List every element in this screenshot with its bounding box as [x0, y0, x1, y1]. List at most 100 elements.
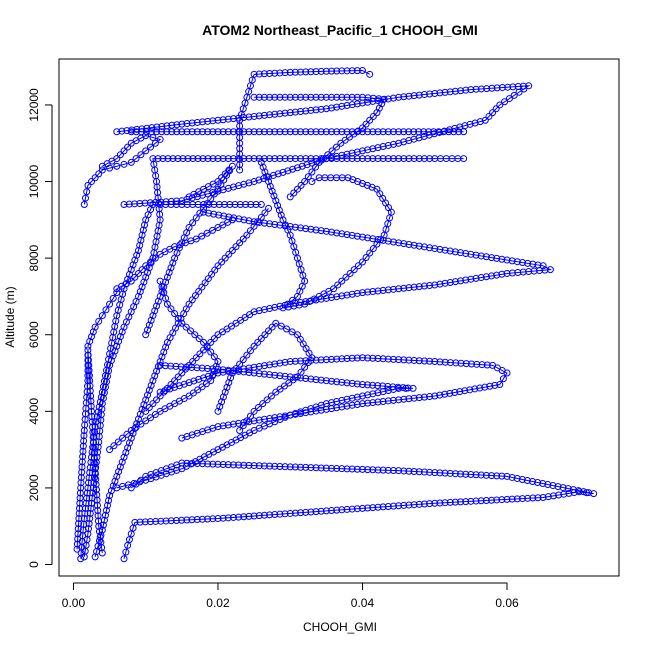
data-point	[358, 66, 366, 74]
data-point	[549, 492, 557, 500]
data-point	[219, 116, 227, 124]
data-point	[525, 268, 533, 276]
data-point	[236, 161, 244, 169]
data-point	[160, 388, 168, 396]
data-point	[228, 246, 236, 254]
data-point	[384, 387, 392, 395]
data-point	[276, 359, 284, 367]
data-point	[472, 274, 480, 282]
data-point	[353, 100, 361, 108]
data-point	[519, 268, 527, 276]
data-point	[146, 518, 154, 526]
data-point	[358, 392, 366, 400]
data-point	[441, 246, 449, 254]
data-point	[260, 219, 268, 227]
data-point	[462, 360, 470, 368]
data-point	[83, 489, 91, 497]
data-point	[193, 516, 201, 524]
data-point	[94, 507, 102, 515]
data-point	[452, 359, 460, 367]
data-point	[313, 158, 321, 166]
data-point	[472, 497, 480, 505]
data-point	[363, 181, 371, 189]
data-point	[348, 149, 356, 157]
data-point	[513, 474, 521, 482]
data-point	[436, 499, 444, 507]
data-point	[493, 496, 501, 504]
data-point	[276, 413, 284, 421]
data-point	[189, 155, 197, 163]
data-point	[163, 273, 171, 281]
data-point	[395, 396, 403, 404]
data-point	[297, 224, 305, 232]
data-point	[477, 85, 485, 93]
data-point	[482, 253, 490, 261]
data-point	[207, 348, 215, 356]
data-point	[209, 128, 217, 136]
data-point	[338, 230, 346, 238]
data-point	[85, 520, 93, 528]
data-point	[441, 127, 449, 135]
data-point	[281, 358, 289, 366]
data-point	[257, 335, 265, 343]
data-point	[348, 465, 356, 473]
data-point	[106, 492, 114, 500]
data-point	[400, 284, 408, 292]
series-2	[80, 155, 468, 561]
data-point	[328, 405, 336, 413]
data-point	[116, 463, 124, 471]
data-point	[219, 368, 227, 376]
data-point	[374, 355, 382, 363]
data-point	[255, 416, 263, 424]
data-point	[204, 190, 212, 198]
data-point	[90, 454, 98, 462]
data-point	[250, 128, 258, 136]
data-point	[471, 119, 479, 127]
series-8	[257, 158, 395, 312]
series-7	[142, 208, 554, 415]
data-point	[167, 517, 175, 525]
data-point	[214, 358, 222, 366]
data-point	[291, 357, 299, 365]
data-point	[123, 127, 131, 135]
data-point	[173, 128, 181, 136]
data-point	[281, 93, 289, 101]
data-point	[395, 128, 403, 136]
data-point	[303, 161, 311, 169]
data-point	[265, 173, 273, 181]
data-point	[491, 381, 499, 389]
data-point	[143, 124, 151, 132]
data-point	[78, 458, 86, 466]
data-point	[317, 406, 325, 414]
data-point	[420, 468, 428, 476]
data-point	[457, 498, 465, 506]
data-point	[328, 128, 336, 136]
data-point	[79, 442, 87, 450]
data-point	[250, 93, 258, 101]
data-point	[488, 84, 496, 92]
data-point	[266, 414, 274, 422]
data-point	[302, 409, 310, 417]
data-point	[467, 275, 475, 283]
data-point	[266, 128, 274, 136]
data-point	[134, 292, 142, 300]
data-point	[101, 511, 109, 519]
data-point	[89, 423, 97, 431]
data-point	[88, 413, 96, 421]
data-point	[343, 355, 351, 363]
data-point	[269, 171, 277, 179]
data-point	[254, 403, 262, 411]
data-point	[472, 251, 480, 259]
data-point	[366, 70, 374, 78]
data-point	[209, 515, 217, 523]
data-point	[405, 155, 413, 163]
data-point	[415, 91, 423, 99]
data-point	[364, 466, 372, 474]
data-point	[125, 270, 133, 278]
data-point	[98, 166, 106, 174]
data-point	[374, 398, 382, 406]
data-point	[317, 93, 325, 101]
data-point	[156, 392, 164, 400]
data-point	[415, 242, 423, 250]
data-point	[358, 258, 366, 266]
